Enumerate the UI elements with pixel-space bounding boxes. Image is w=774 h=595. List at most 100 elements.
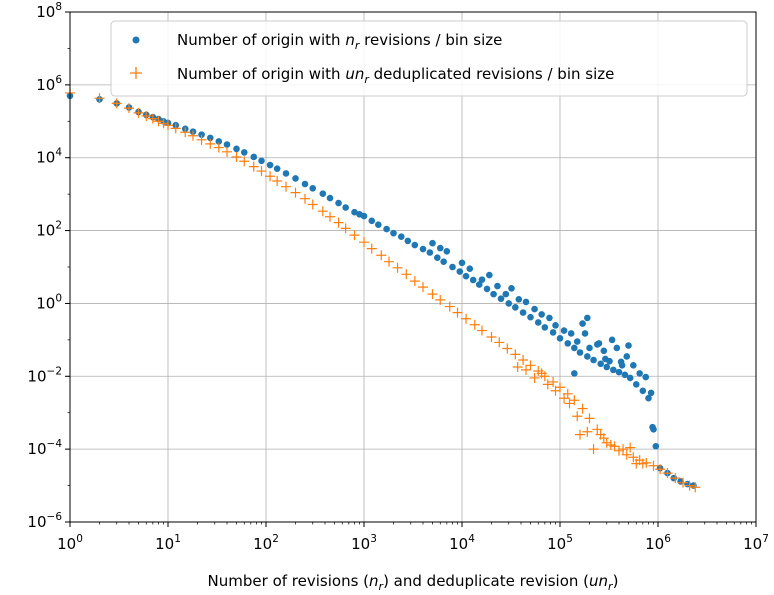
data-point-circle bbox=[486, 271, 493, 279]
data-point-plus bbox=[452, 307, 463, 318]
data-point-circle bbox=[519, 309, 527, 316]
data-point-circle bbox=[586, 344, 593, 352]
data-point-plus bbox=[290, 187, 301, 198]
data-point-circle bbox=[600, 347, 608, 355]
data-point-plus bbox=[124, 103, 135, 114]
data-point-circle bbox=[584, 314, 591, 322]
data-point-plus bbox=[239, 156, 250, 167]
data-point-circle bbox=[198, 131, 205, 138]
x-tick-label: 104 bbox=[449, 533, 475, 553]
data-point-circle bbox=[436, 244, 444, 252]
data-point-circle bbox=[458, 259, 466, 267]
data-point-circle bbox=[647, 389, 655, 397]
data-point-plus bbox=[111, 98, 122, 109]
x-tick-label: 101 bbox=[155, 533, 181, 553]
data-point-circle bbox=[466, 265, 474, 272]
data-point-plus bbox=[469, 319, 480, 330]
data-point-circle bbox=[440, 258, 447, 265]
data-point-circle bbox=[546, 314, 553, 322]
data-point-circle bbox=[475, 281, 483, 288]
data-point-plus bbox=[588, 444, 599, 455]
data-point-circle bbox=[556, 335, 564, 342]
data-point-circle bbox=[292, 175, 299, 182]
data-point-circle bbox=[522, 298, 530, 306]
data-point-circle bbox=[301, 180, 309, 188]
data-point-plus bbox=[512, 361, 523, 372]
data-point-plus bbox=[158, 118, 169, 129]
y-tick-label: 108 bbox=[36, 1, 62, 21]
data-point-plus bbox=[366, 243, 377, 254]
data-point-plus bbox=[359, 237, 369, 248]
data-point-circle bbox=[560, 327, 568, 334]
data-point-circle bbox=[538, 311, 545, 318]
data-point-circle bbox=[426, 249, 434, 256]
data-point-plus bbox=[213, 142, 224, 153]
data-points bbox=[65, 87, 701, 493]
y-tick-label: 100 bbox=[36, 292, 62, 312]
data-point-circle bbox=[621, 371, 629, 379]
data-point-circle bbox=[549, 329, 557, 336]
data-point-circle bbox=[564, 340, 572, 347]
data-point-circle bbox=[615, 368, 623, 376]
x-tick-label: 107 bbox=[743, 533, 769, 553]
data-point-circle bbox=[571, 370, 578, 377]
data-point-circle bbox=[608, 336, 616, 344]
data-point-circle bbox=[462, 272, 470, 280]
data-point-circle bbox=[309, 184, 317, 192]
y-tick-label: 10−4 bbox=[27, 438, 62, 458]
data-point-plus bbox=[577, 403, 588, 414]
data-point-circle bbox=[617, 358, 625, 366]
data-point-circle bbox=[478, 276, 486, 283]
data-point-circle bbox=[443, 247, 451, 255]
data-point-plus bbox=[648, 460, 659, 471]
data-point-circle bbox=[250, 153, 258, 161]
data-point-plus bbox=[670, 473, 681, 484]
data-point-plus bbox=[147, 113, 158, 124]
data-point-circle bbox=[567, 330, 575, 337]
data-point-circle bbox=[576, 349, 584, 356]
data-point-circle bbox=[505, 300, 513, 307]
data-point-plus bbox=[510, 349, 521, 360]
data-point-plus bbox=[265, 171, 276, 182]
legend-marker-plus bbox=[130, 67, 142, 79]
data-point-plus bbox=[325, 211, 336, 222]
data-point-plus bbox=[299, 193, 310, 204]
data-point-circle bbox=[469, 276, 477, 284]
data-point-circle bbox=[597, 360, 604, 368]
data-point-plus bbox=[307, 199, 318, 210]
data-point-plus bbox=[461, 313, 472, 324]
legend-marker-circle bbox=[132, 36, 140, 44]
data-point-plus bbox=[384, 256, 395, 267]
data-point-plus bbox=[231, 151, 242, 162]
data-point-plus bbox=[256, 166, 267, 177]
data-point-circle bbox=[490, 290, 497, 298]
data-point-circle bbox=[610, 366, 617, 374]
data-point-circle bbox=[508, 285, 515, 292]
data-point-circle bbox=[273, 165, 281, 172]
data-point-circle bbox=[233, 145, 240, 153]
data-point-plus bbox=[678, 477, 689, 488]
data-point-plus bbox=[575, 429, 586, 440]
data-point-circle bbox=[630, 362, 637, 369]
data-point-circle bbox=[282, 170, 290, 177]
y-tick-label: 10−2 bbox=[27, 365, 62, 385]
x-tick-label: 100 bbox=[57, 533, 83, 553]
data-point-circle bbox=[456, 268, 464, 275]
data-point-plus bbox=[595, 429, 606, 440]
data-point-circle bbox=[645, 394, 652, 402]
data-point-circle bbox=[494, 282, 501, 290]
data-point-plus bbox=[392, 262, 403, 273]
data-point-plus bbox=[418, 282, 429, 293]
legend-entry-2: Number of origin with unr deduplicated r… bbox=[177, 65, 614, 86]
data-point-circle bbox=[650, 426, 657, 433]
data-point-circle bbox=[404, 237, 412, 245]
data-point-circle bbox=[206, 134, 214, 142]
data-point-plus bbox=[521, 364, 532, 375]
data-point-circle bbox=[636, 370, 643, 377]
data-point-circle bbox=[581, 330, 589, 337]
data-point-circle bbox=[603, 363, 611, 371]
data-point-circle bbox=[552, 322, 559, 329]
axis-ticks: 100 101 102 103 104 105 106 107 10−6 10−4 10−2 100 1… bbox=[27, 1, 768, 553]
data-point-circle bbox=[390, 229, 397, 237]
